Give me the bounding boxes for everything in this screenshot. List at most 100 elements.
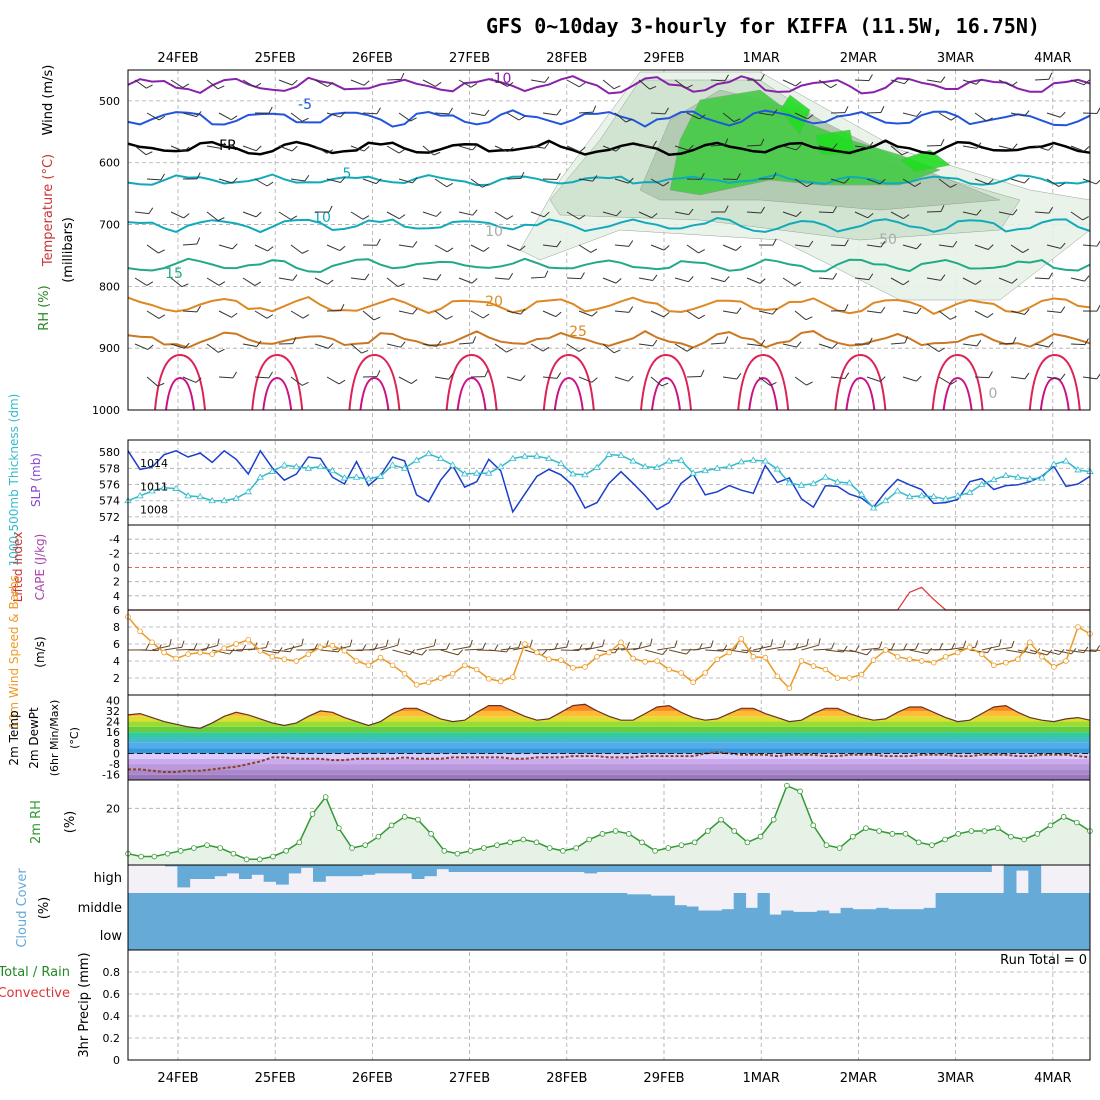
thickness-line-marker — [268, 467, 277, 474]
cloud-middle-bar — [246, 893, 260, 920]
y-axis-label: CAPE (J/kg) — [33, 534, 47, 601]
date-label-top: 1MAR — [742, 51, 779, 66]
wind-barb — [470, 83, 478, 88]
temp-band — [128, 769, 1090, 775]
surface-wind-barb — [421, 649, 428, 656]
rh2m-line-marker — [915, 839, 922, 846]
y-axis-label: (m/s) — [33, 636, 47, 667]
cloud-middle-bar — [223, 893, 236, 920]
wind-barb — [242, 211, 257, 218]
wind-barb — [157, 382, 165, 387]
surface-wind-barb — [669, 649, 687, 655]
surface-wind-barb — [368, 646, 387, 651]
cloud-middle-bar — [757, 893, 770, 920]
wind-speed-line-marker — [245, 636, 252, 643]
wind-barb — [890, 145, 903, 156]
wind-barb — [422, 343, 437, 347]
thickness-line-marker — [136, 492, 144, 499]
wind-speed-line-marker — [738, 636, 745, 642]
cloud-high-bar — [202, 865, 215, 879]
thickness-line-marker — [1014, 473, 1022, 480]
wind-barb — [854, 79, 870, 82]
surface-wind-barb — [566, 640, 570, 648]
wind-barb — [615, 278, 622, 284]
thickness-line-marker — [412, 456, 421, 463]
wind-barb — [242, 79, 256, 88]
surface-wind-barb — [945, 646, 964, 651]
thickness-line-marker — [809, 479, 818, 487]
wind-barb — [578, 214, 586, 220]
cloud-middle-bar — [686, 906, 699, 920]
wind-barb — [686, 347, 694, 352]
surface-wind-barb — [861, 647, 880, 651]
surface-wind-barb — [260, 649, 279, 654]
wind-barb — [578, 244, 592, 253]
cloud-middle-bar — [543, 893, 557, 920]
wind-barb — [830, 178, 845, 184]
thickness-line-marker — [653, 463, 661, 470]
wind-barb — [926, 277, 941, 281]
temp-band — [128, 764, 1090, 770]
surface-wind-barb — [789, 645, 807, 651]
wind-barb — [508, 273, 514, 280]
wind-barb — [400, 341, 406, 348]
cloud-high-bar — [695, 865, 709, 872]
rh2m-line-marker — [138, 853, 144, 860]
rh2m-line-marker — [942, 836, 948, 843]
wind-barb — [974, 244, 989, 250]
wind-barb — [831, 343, 838, 349]
thickness-line-marker — [893, 487, 902, 494]
surface-wind-barb — [224, 649, 243, 652]
surface-wind-barb — [963, 640, 967, 648]
wind-barb — [242, 145, 257, 152]
y-tick-label: 574 — [99, 495, 120, 508]
y-axis-label: (millibars) — [61, 217, 76, 283]
wind-barb — [938, 376, 952, 385]
wind-barb — [1060, 306, 1066, 313]
cloud-high-bar — [1016, 865, 1029, 871]
wind-barb — [400, 72, 405, 80]
surface-wind-barb — [951, 642, 956, 650]
wind-barb — [890, 211, 904, 220]
date-label-bottom: 24FEB — [157, 1071, 198, 1086]
surface-wind-barb — [975, 640, 979, 648]
date-label-top: 4MAR — [1034, 51, 1071, 66]
wind-speed-line-marker — [389, 662, 396, 669]
date-label-bottom: 2MAR — [840, 1071, 877, 1086]
wind-barb — [1047, 145, 1054, 151]
wind-speed-line-marker — [534, 649, 540, 656]
pressure-tick-label: 900 — [99, 342, 120, 355]
wind-barb — [795, 211, 802, 217]
thickness-line-marker — [941, 495, 950, 502]
cloud-high-bar — [313, 865, 326, 882]
wind-barb — [220, 142, 226, 149]
wind-speed-line-marker — [497, 678, 504, 685]
surface-wind-barb — [993, 647, 1012, 651]
thickness-line-marker — [689, 469, 697, 476]
wind-barb — [183, 146, 190, 152]
surface-wind-barb — [1089, 649, 1100, 651]
wind-barb — [746, 211, 762, 214]
isotherm-35-loop — [748, 376, 779, 411]
cloud-high-bar — [646, 865, 659, 872]
cloud-middle-bar — [1078, 893, 1091, 920]
cloud-middle-bar — [484, 893, 497, 920]
wind-barb — [688, 276, 694, 283]
wind-barb — [470, 178, 483, 188]
thickness-line-marker — [280, 461, 289, 468]
wind-speed-line-marker — [1027, 639, 1033, 646]
panel-frame — [127, 524, 1091, 611]
wind-barb — [724, 205, 729, 213]
surface-wind-barb — [301, 638, 304, 646]
wind-speed-line-marker — [978, 651, 985, 657]
wind-barb — [794, 310, 807, 321]
cloud-high-bar — [547, 865, 561, 872]
wind-barb — [1070, 79, 1085, 86]
wind-barb — [938, 310, 951, 320]
wind-barb — [940, 76, 946, 83]
wind-barb — [796, 144, 802, 151]
wind-barb — [578, 82, 586, 88]
wind-barb — [1083, 146, 1090, 152]
thickness-line-marker — [232, 494, 240, 501]
rh2m-line-marker — [546, 845, 553, 851]
